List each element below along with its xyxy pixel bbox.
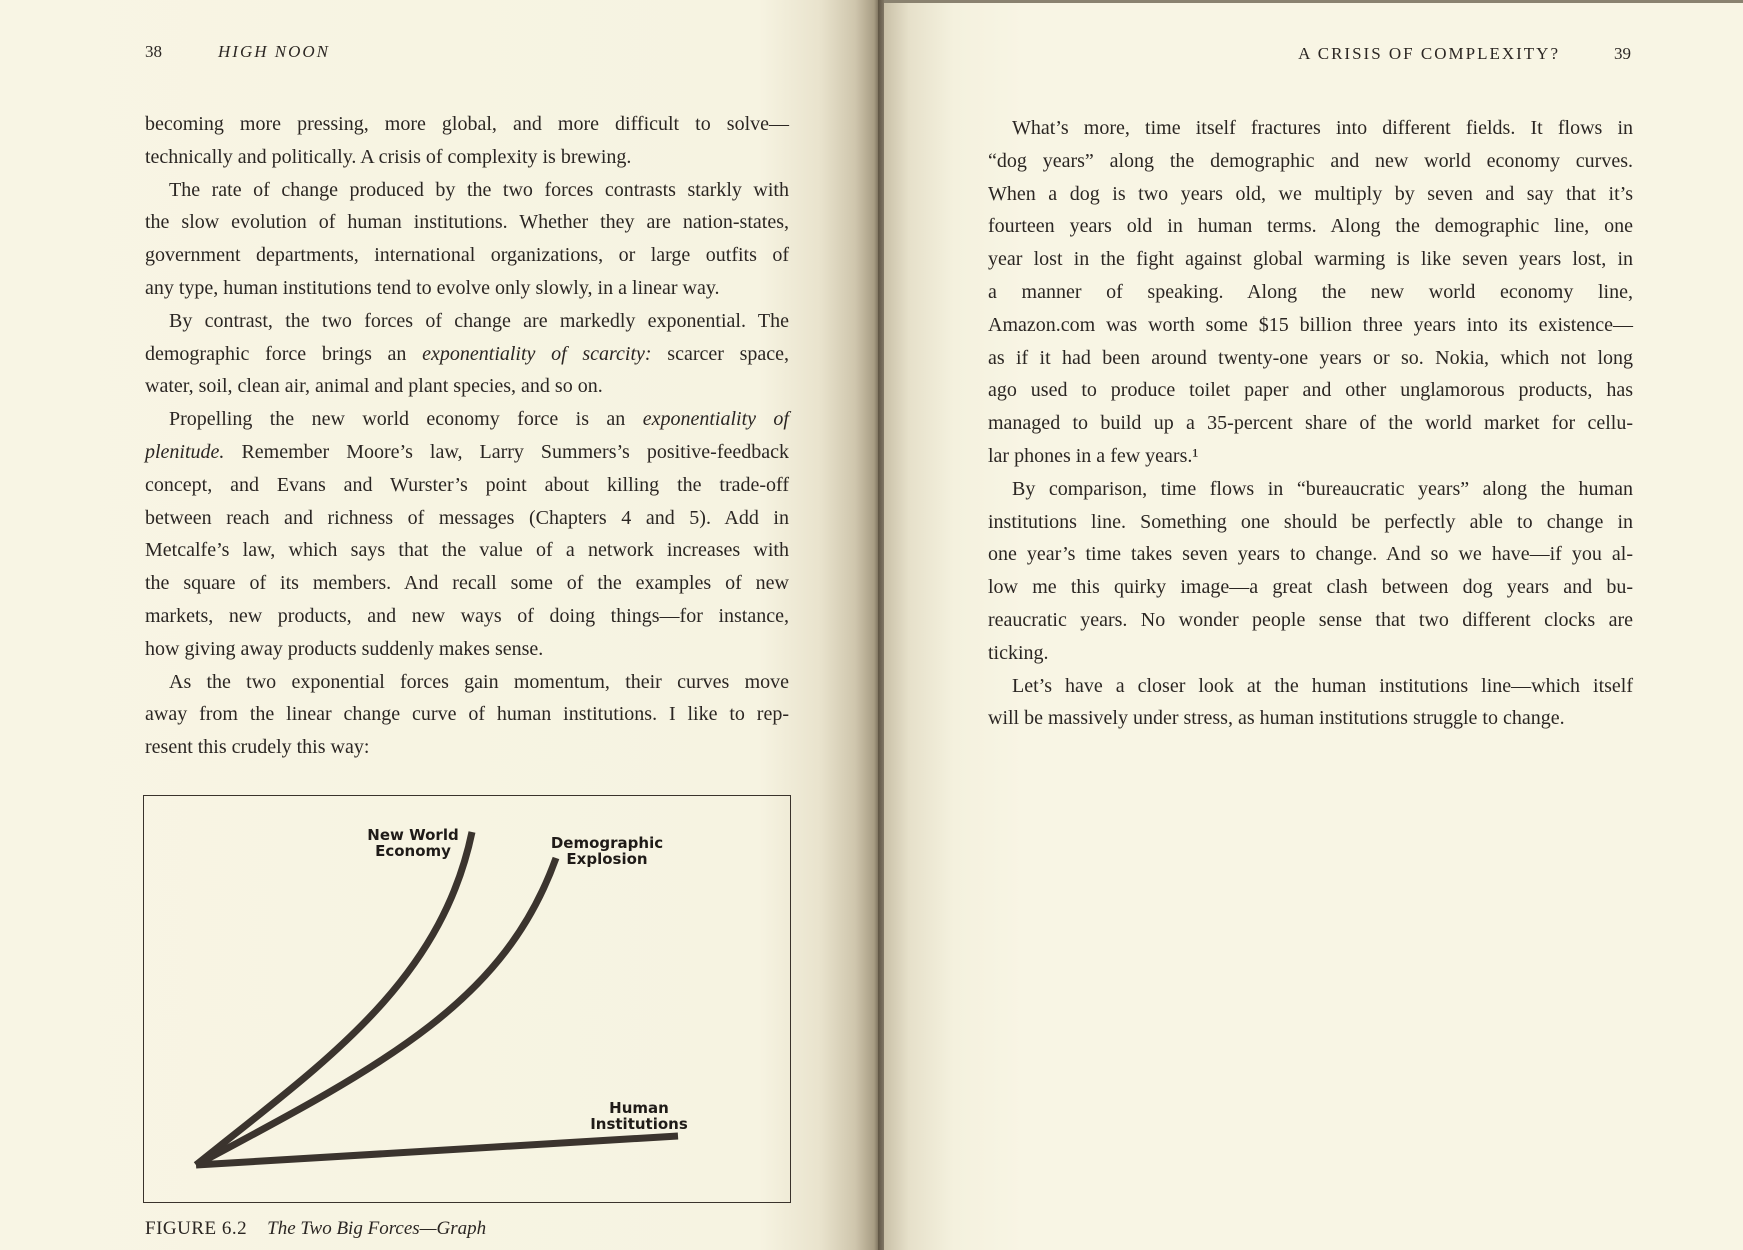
new-world-economy-curve [193, 831, 476, 1168]
figure-number: FIGURE 6.2 [145, 1218, 248, 1239]
text-line: concept, and Evans and Wurster’s point a… [145, 473, 789, 496]
paragraph: becoming more pressing, more global, and… [145, 108, 789, 174]
text-segment: demographic force brings an [145, 342, 423, 365]
text-line: year lost in the fight against global wa… [988, 248, 1633, 271]
text-line: markets, new products, and new ways of d… [145, 604, 789, 627]
text-line: Metcalfe’s law, which says that the valu… [145, 539, 789, 562]
text-line: a manner of speaking. Along the new worl… [988, 280, 1633, 303]
text-line: resent this crudely this way: [145, 736, 370, 759]
page-number-left: 38 [145, 42, 162, 61]
text-line: reaucratic years. No wonder people sense… [988, 608, 1633, 631]
paragraph: By comparison, time flows in “bureaucrat… [988, 473, 1633, 670]
left-body-text: becoming more pressing, more global, and… [145, 108, 789, 764]
figure-caption: FIGURE 6.2 The Two Big Forces—Graph [145, 1218, 486, 1240]
text-line: water, soil, clean air, animal and plant… [145, 375, 603, 398]
text-line: ago used to produce toilet paper and oth… [988, 379, 1633, 402]
figure-frame [143, 795, 791, 1203]
paragraph: What’s more, time itself fractures into … [988, 112, 1633, 473]
label-explosion: Explosion [566, 850, 647, 868]
text-line: The rate of change produced by the two f… [169, 178, 789, 201]
text-line: low me this quirky image—a great clash b… [988, 576, 1633, 599]
text-line: managed to build up a 35-percent share o… [988, 412, 1633, 435]
text-line: ticking. [988, 641, 1049, 664]
text-line: What’s more, time itself fractures into … [1012, 117, 1633, 139]
italic-text: exponentiality of scarcity: [422, 342, 652, 365]
text-line: one year’s time takes seven years to cha… [988, 543, 1633, 566]
text-line: demographic force brings an exponentiali… [145, 338, 789, 371]
italic-text: exponentiality of [642, 408, 789, 431]
running-head-right: A CRISIS OF COMPLEXITY? [1298, 44, 1560, 63]
text-line: “dog years” along the demographic and ne… [988, 149, 1633, 172]
text-line: As the two exponential forces gain momen… [169, 670, 789, 693]
text-line: fourteen years old in human terms. Along… [988, 215, 1633, 238]
label-institutions: Institutions [590, 1115, 688, 1133]
text-line: lar phones in a few years.¹ [988, 444, 1199, 467]
text-line: as if it had been around twenty-one year… [988, 346, 1633, 369]
text-line: technically and politically. A crisis of… [145, 145, 632, 168]
text-line: the square of its members. And recall so… [145, 572, 789, 595]
text-line: away from the linear change curve of hum… [145, 703, 789, 726]
figure-title: The Two Big Forces—Graph [267, 1218, 487, 1239]
label-economy: Economy [375, 842, 451, 860]
italic-text: plenitude. [145, 440, 225, 463]
left-page [0, 0, 880, 1250]
label-human: Human [609, 1099, 669, 1117]
text-line: between reach and richness of messages (… [145, 506, 789, 529]
text-line: how giving away products suddenly makes … [145, 637, 544, 660]
text-line: any type, human institutions tend to evo… [145, 276, 720, 299]
running-head-left: HIGH NOON [218, 42, 330, 61]
text-line: will be massively under stress, as human… [988, 707, 1565, 730]
text-line: institutions line. Something one should … [988, 510, 1633, 533]
text-segment: scarcer space, [651, 342, 790, 365]
page-number-right: 39 [1614, 44, 1631, 63]
paragraph: By contrast, the two forces of change ar… [145, 305, 789, 403]
right-page [884, 0, 1743, 1250]
paragraph: The rate of change produced by the two f… [145, 174, 789, 305]
label-demographic: Demographic [551, 834, 663, 852]
text-line: government departments, international or… [145, 244, 789, 267]
text-line: Amazon.com was worth some $15 billion th… [988, 313, 1633, 336]
text-segment: Remember Moore’s law, Larry Summers’s po… [224, 440, 789, 463]
book-gutter [878, 0, 886, 1250]
text-line: By comparison, time flows in “bureaucrat… [1012, 477, 1633, 500]
paragraph: Let’s have a closer look at the human in… [988, 670, 1633, 736]
text-line: Let’s have a closer look at the human in… [1012, 674, 1633, 697]
text-line: By contrast, the two forces of change ar… [169, 309, 789, 332]
demographic-explosion-curve [194, 856, 560, 1169]
text-segment: Propelling the new world economy force i… [169, 408, 643, 431]
paragraph: Propelling the new world economy force i… [145, 403, 789, 665]
human-institutions-line [195, 1132, 679, 1169]
text-line: becoming more pressing, more global, and… [145, 113, 789, 135]
text-line: plenitude. Remember Moore’s law, Larry S… [145, 436, 789, 469]
text-line: Propelling the new world economy force i… [145, 403, 789, 436]
text-line: the slow evolution of human institutions… [145, 211, 789, 234]
right-body-text: What’s more, time itself fractures into … [988, 112, 1633, 735]
text-line: When a dog is two years old, we multiply… [988, 182, 1633, 205]
label-new-world: New World [367, 826, 458, 844]
paragraph: As the two exponential forces gain momen… [145, 666, 789, 764]
